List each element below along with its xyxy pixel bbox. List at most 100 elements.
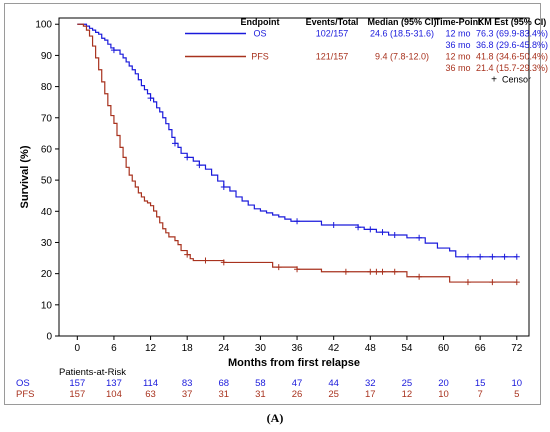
y-tick-label: 60 bbox=[41, 144, 53, 155]
legend-km-estimate: 76.3 (69.9-83.4%) bbox=[476, 29, 548, 39]
x-tick-label: 24 bbox=[218, 343, 230, 354]
censor-mark-pfs bbox=[342, 268, 349, 275]
y-tick-label: 10 bbox=[41, 300, 53, 311]
risk-value: 10 bbox=[438, 389, 449, 400]
censor-mark-pfs bbox=[391, 268, 398, 275]
risk-value: 63 bbox=[145, 389, 156, 400]
risk-value: 44 bbox=[328, 378, 339, 389]
legend-events: 121/157 bbox=[316, 52, 349, 62]
y-tick-label: 20 bbox=[41, 269, 53, 280]
risk-value: 68 bbox=[219, 378, 230, 389]
legend-header: Time-Point bbox=[435, 17, 481, 27]
censor-mark-os bbox=[196, 162, 203, 169]
risk-value: 31 bbox=[219, 389, 230, 400]
censor-mark-os bbox=[513, 253, 520, 260]
risk-value: 104 bbox=[106, 389, 122, 400]
legend-header: Endpoint bbox=[241, 17, 280, 27]
risk-row-label: PFS bbox=[16, 389, 34, 400]
x-axis-label: Months from first relapse bbox=[228, 357, 360, 369]
risk-value: 83 bbox=[182, 378, 193, 389]
censor-mark-pfs bbox=[294, 266, 301, 273]
x-tick-label: 42 bbox=[328, 343, 340, 354]
risk-value: 114 bbox=[143, 378, 158, 389]
censor-mark-os bbox=[464, 253, 471, 260]
censor-mark-pfs bbox=[202, 257, 209, 264]
censor-mark-pfs bbox=[367, 268, 374, 275]
x-tick-label: 60 bbox=[438, 343, 450, 354]
risk-value: 25 bbox=[402, 378, 413, 389]
risk-value: 12 bbox=[402, 389, 413, 400]
legend-km-estimate: 36.8 (29.6-45.8%) bbox=[476, 40, 548, 50]
risk-value: 5 bbox=[514, 389, 519, 400]
y-tick-label: 100 bbox=[35, 20, 52, 31]
censor-mark-os bbox=[477, 253, 484, 260]
x-tick-label: 0 bbox=[75, 343, 81, 354]
risk-value: 137 bbox=[106, 378, 122, 389]
censor-mark-pfs bbox=[513, 279, 520, 286]
series-line-pfs bbox=[77, 23, 517, 283]
legend-median: 24.6 (18.5-31.6) bbox=[370, 29, 434, 39]
censor-mark-pfs bbox=[275, 264, 282, 271]
y-tick-label: 80 bbox=[41, 82, 53, 93]
y-tick-label: 90 bbox=[41, 51, 53, 62]
risk-value: 58 bbox=[255, 378, 266, 389]
risk-value: 26 bbox=[292, 389, 303, 400]
censor-mark-pfs bbox=[489, 279, 496, 286]
censor-mark-os bbox=[184, 154, 191, 161]
y-tick-label: 70 bbox=[41, 113, 53, 124]
legend-timepoint: 36 mo bbox=[445, 40, 470, 50]
y-tick-label: 30 bbox=[41, 238, 53, 249]
figure-caption: (A) bbox=[266, 411, 284, 425]
y-tick-label: 40 bbox=[41, 207, 53, 218]
risk-value: 47 bbox=[292, 378, 303, 389]
legend-censor-marker: + bbox=[491, 75, 497, 86]
risk-value: 157 bbox=[69, 378, 85, 389]
censor-mark-os bbox=[416, 234, 423, 241]
y-tick-label: 50 bbox=[41, 176, 53, 187]
legend-median: 9.4 (7.8-12.0) bbox=[375, 52, 429, 62]
x-tick-label: 54 bbox=[401, 343, 413, 354]
censor-mark-os bbox=[110, 47, 117, 54]
risk-value: 37 bbox=[182, 389, 193, 400]
x-tick-label: 48 bbox=[365, 343, 377, 354]
censor-mark-os bbox=[391, 231, 398, 238]
risk-value: 20 bbox=[438, 378, 449, 389]
censor-mark-os bbox=[147, 95, 154, 102]
legend-km-estimate: 21.4 (15.7-29.3%) bbox=[476, 63, 548, 73]
x-tick-label: 18 bbox=[182, 343, 194, 354]
risk-value: 25 bbox=[328, 389, 339, 400]
figure-frame bbox=[4, 3, 541, 405]
risk-row-label: OS bbox=[16, 378, 30, 389]
risk-value: 10 bbox=[512, 378, 523, 389]
risk-value: 7 bbox=[478, 389, 483, 400]
risk-value: 15 bbox=[475, 378, 486, 389]
legend-header: Events/Total bbox=[306, 17, 359, 27]
legend-endpoint: PFS bbox=[251, 52, 269, 62]
risk-value: 17 bbox=[365, 389, 376, 400]
censor-mark-os bbox=[379, 229, 386, 236]
risk-value: 31 bbox=[255, 389, 266, 400]
legend-header: Median (95% CI) bbox=[367, 17, 436, 27]
risk-table-title: Patients-at-Risk bbox=[59, 367, 126, 378]
censor-mark-pfs bbox=[373, 268, 380, 275]
censor-mark-pfs bbox=[416, 273, 423, 280]
y-tick-label: 0 bbox=[46, 332, 52, 343]
x-tick-label: 66 bbox=[475, 343, 487, 354]
risk-value: 32 bbox=[365, 378, 376, 389]
censor-mark-pfs bbox=[464, 279, 471, 286]
x-tick-label: 30 bbox=[255, 343, 267, 354]
censor-mark-os bbox=[355, 224, 362, 231]
x-tick-label: 72 bbox=[511, 343, 523, 354]
censor-mark-os bbox=[220, 183, 227, 190]
y-axis-label: Survival (%) bbox=[19, 145, 31, 208]
legend-header: KM Est (95% CI) bbox=[478, 17, 547, 27]
censor-mark-os bbox=[171, 140, 178, 147]
censor-mark-os bbox=[367, 226, 374, 233]
legend-timepoint: 12 mo bbox=[445, 52, 470, 62]
censor-mark-pfs bbox=[379, 268, 386, 275]
censor-mark-pfs bbox=[220, 259, 227, 266]
plot-area bbox=[58, 17, 530, 337]
x-tick-label: 6 bbox=[111, 343, 117, 354]
censor-mark-os bbox=[501, 253, 508, 260]
